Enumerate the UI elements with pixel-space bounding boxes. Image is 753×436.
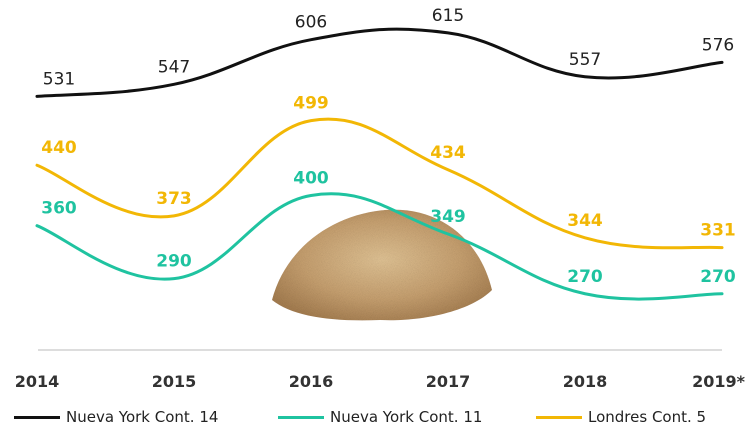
data-label: 531 xyxy=(43,69,75,89)
series-line-londres-cont-5 xyxy=(35,117,724,250)
x-tick-label: 2019* xyxy=(692,372,746,391)
legend-label: Nueva York Cont. 11 xyxy=(330,408,483,426)
legend-swatch xyxy=(536,415,582,419)
data-label: 331 xyxy=(700,221,736,241)
data-label: 373 xyxy=(156,189,192,209)
data-label: 270 xyxy=(700,267,736,287)
data-label: 360 xyxy=(41,199,77,219)
legend-item-nueva-york-11: Nueva York Cont. 11 xyxy=(278,408,482,426)
x-tick-label: 2018 xyxy=(563,372,608,391)
x-tick-label: 2017 xyxy=(426,372,471,391)
legend-swatch xyxy=(278,415,324,419)
data-label: 547 xyxy=(158,57,190,77)
data-label: 606 xyxy=(295,13,327,33)
legend-item-nueva-york-14: Nueva York Cont. 14 xyxy=(14,408,218,426)
data-label: 349 xyxy=(430,207,466,227)
data-label: 499 xyxy=(293,94,329,114)
data-label: 576 xyxy=(702,35,734,55)
data-label: 290 xyxy=(156,252,192,272)
data-label: 615 xyxy=(432,6,464,26)
series-line-nueva-york-cont-14 xyxy=(35,27,724,98)
legend-item-londres-5: Londres Cont. 5 xyxy=(536,408,706,426)
legend-label: Londres Cont. 5 xyxy=(588,408,707,426)
data-label: 270 xyxy=(567,267,603,287)
series-line-nueva-york-cont-11 xyxy=(35,192,724,301)
sugar-pile-image xyxy=(272,209,492,321)
x-tick-label: 2015 xyxy=(152,372,197,391)
data-label: 344 xyxy=(567,211,603,231)
data-label: 557 xyxy=(569,50,601,70)
x-tick-label: 2016 xyxy=(289,372,334,391)
legend: Nueva York Cont. 14 Nueva York Cont. 11 … xyxy=(0,408,753,434)
data-label: 434 xyxy=(430,143,466,163)
x-tick-label: 2014 xyxy=(15,372,60,391)
data-label: 440 xyxy=(41,138,77,158)
data-label: 400 xyxy=(293,168,329,188)
legend-swatch xyxy=(14,415,60,419)
legend-label: Nueva York Cont. 14 xyxy=(66,408,219,426)
